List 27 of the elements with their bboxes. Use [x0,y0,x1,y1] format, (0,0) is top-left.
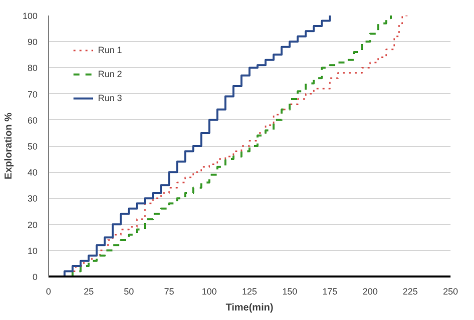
y-axis-title: Exploration % [3,112,14,180]
legend-label: Run 2 [98,69,122,79]
y-tick-label: 70 [27,89,38,100]
x-tick-label: 125 [242,286,258,296]
x-tick-label: 150 [282,286,298,296]
x-tick-label: 175 [322,286,338,296]
x-tick-label: 75 [164,286,174,296]
y-tick-label: 90 [27,37,38,48]
y-tick-label: 80 [27,63,38,74]
x-tick-label: 200 [362,286,378,296]
x-tick-label: 100 [202,286,217,296]
y-tick-label: 0 [32,272,38,282]
x-tick-label: 250 [442,286,458,296]
legend-label: Run 3 [98,93,122,103]
legend-label: Run 1 [98,45,122,55]
y-tick-label: 20 [27,220,38,230]
x-tick-label: 0 [46,286,52,296]
x-tick-label: 50 [124,286,134,296]
x-tick-label: 225 [402,286,418,296]
y-tick-label: 60 [27,115,38,126]
y-tick-label: 30 [27,194,38,204]
y-tick-label: 10 [27,246,38,256]
y-tick-label: 50 [27,142,38,152]
y-tick-label: 40 [27,168,38,178]
y-tick-label: 100 [22,11,38,21]
x-tick-label: 25 [84,286,94,296]
x-axis-title: Time(min) [226,302,274,314]
